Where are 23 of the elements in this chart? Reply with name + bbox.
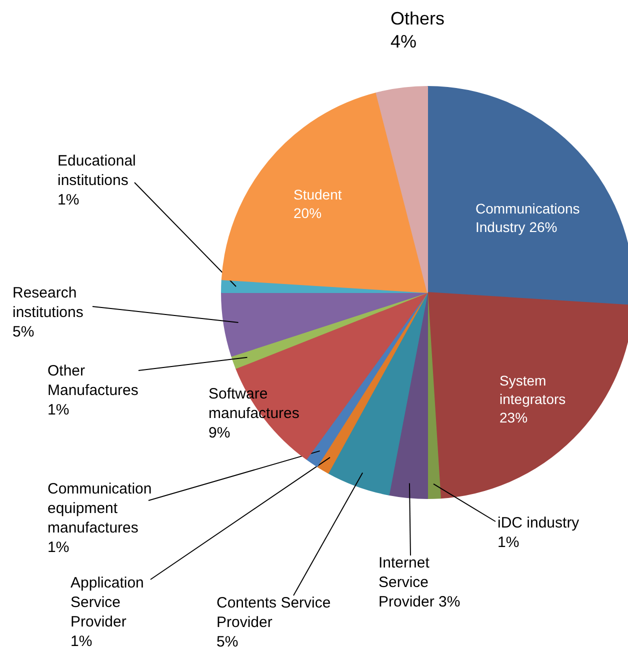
slice-label: Educational institutions <box>58 152 136 190</box>
slice-label: Communications Industry 26% <box>476 200 580 235</box>
slice-label: Communication equipment manufactures <box>48 480 152 537</box>
data-label: 5% <box>216 634 238 650</box>
slice-label: Research institutions <box>12 284 84 322</box>
slice-label: System integrators <box>500 372 566 407</box>
slice-label: Student <box>294 186 342 202</box>
data-label: 1% <box>48 402 70 419</box>
slice-label: Internet Service Provider 3% <box>378 554 460 611</box>
data-label: 23% <box>500 409 528 426</box>
data-label: 20% <box>294 204 322 221</box>
data-label: 5% <box>12 324 34 341</box>
data-label: 1% <box>498 534 520 552</box>
data-label: 1% <box>70 633 92 650</box>
data-label: 1% <box>48 539 70 556</box>
data-label: 9% <box>208 424 230 442</box>
slice-label: iDC industry <box>498 514 580 532</box>
slice-label: Others <box>390 8 445 28</box>
slice-label: Other Manufactures <box>48 362 138 400</box>
data-label: 1% <box>58 192 80 209</box>
data-label: 4% <box>390 32 417 52</box>
slice-label: Application Service Provider <box>70 574 144 631</box>
slice-label: Contents Service Provider <box>216 594 331 632</box>
